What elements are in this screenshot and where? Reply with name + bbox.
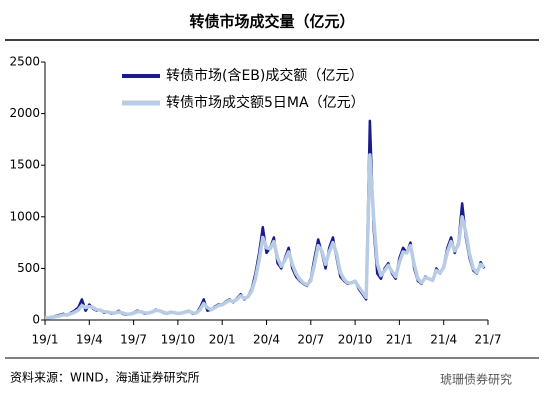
y-tick-label: 1000 xyxy=(9,209,40,223)
watermark: 琥珊债券研究 xyxy=(440,372,512,387)
y-tick-label: 500 xyxy=(17,261,40,275)
x-tick-label: 19/1 xyxy=(32,333,59,347)
y-tick-label: 1500 xyxy=(9,158,40,172)
x-tick-label: 20/4 xyxy=(253,333,280,347)
x-tick-label: 21/1 xyxy=(386,333,413,347)
x-tick-label: 20/7 xyxy=(297,333,324,347)
y-tick-label: 0 xyxy=(32,313,40,327)
x-tick-label: 19/7 xyxy=(120,333,147,347)
source: 资料来源：WIND，海通证券研究所 xyxy=(10,370,200,385)
x-tick-label: 21/4 xyxy=(430,333,457,347)
series-line xyxy=(44,119,486,320)
y-tick-label: 2000 xyxy=(9,106,40,120)
legend-label: 转债市场(含EB)成交额（亿元） xyxy=(166,67,363,84)
x-tick-label: 19/10 xyxy=(161,333,196,347)
x-tick-label: 21/7 xyxy=(475,333,502,347)
legend-label: 转债市场成交额5日MA（亿元） xyxy=(166,94,365,111)
x-tick-label: 20/10 xyxy=(338,333,373,347)
x-tick-label: 19/4 xyxy=(76,333,103,347)
x-tick-label: 20/1 xyxy=(209,333,236,347)
series-line xyxy=(44,153,486,320)
chart-title: 转债市场成交量（亿元） xyxy=(189,13,354,31)
y-tick-label: 2500 xyxy=(9,55,40,69)
